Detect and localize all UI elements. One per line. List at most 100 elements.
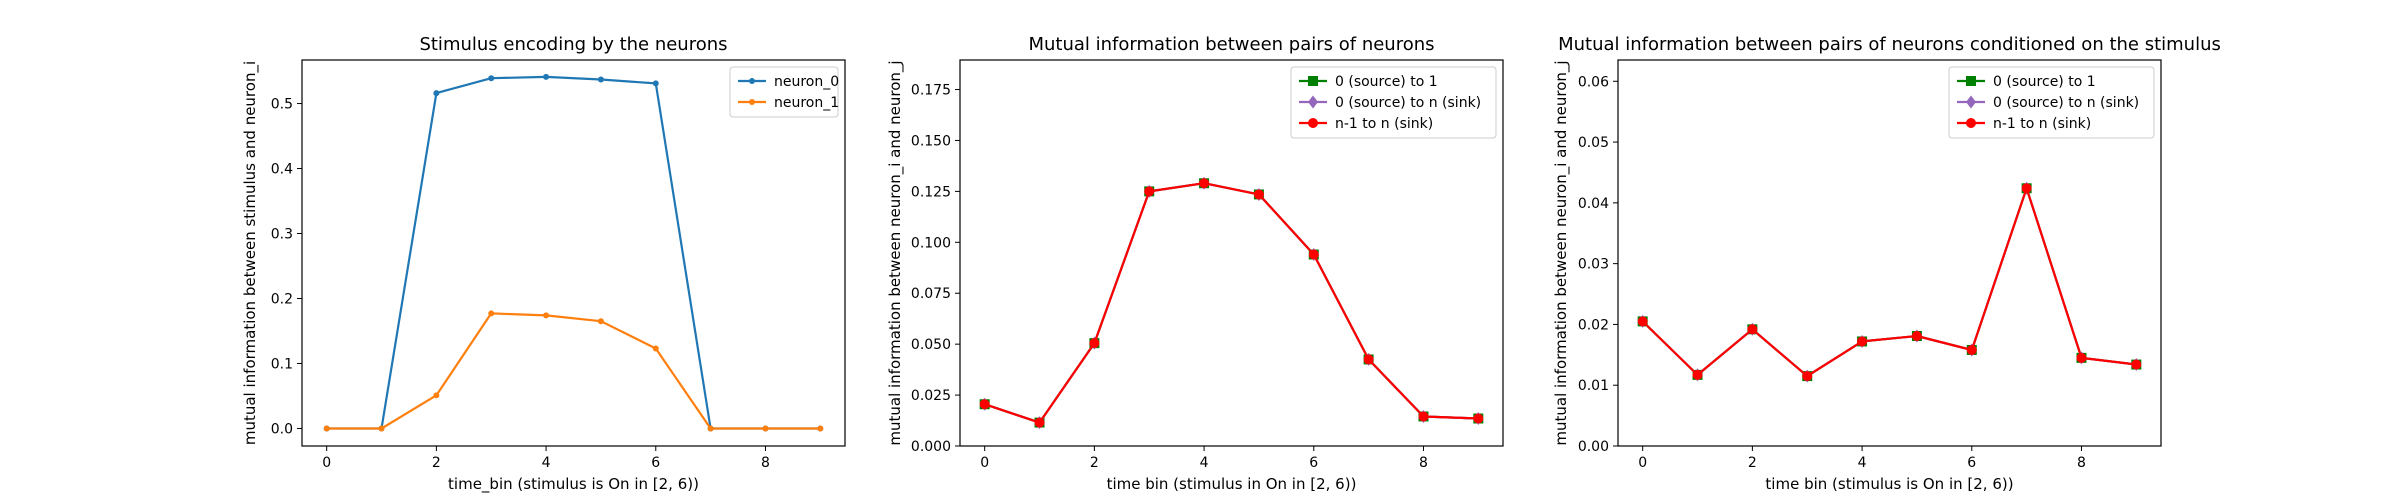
chart-panel-3: Mutual information between pairs of neur… — [1552, 34, 2221, 493]
series-line — [1641, 187, 2137, 378]
data-point — [323, 425, 330, 432]
legend-label: 0 (source) to n (sink) — [1993, 95, 2139, 111]
series-line — [326, 312, 821, 430]
x-axis-label: time bin (stimulus is On in [2, 6)) — [1765, 475, 2013, 493]
legend-marker — [1308, 76, 1318, 86]
x-tick-label: 0 — [1638, 455, 1647, 471]
chart-panel-2: Mutual information between pairs of neur… — [886, 34, 1504, 493]
legend-label: neuron_0 — [774, 74, 839, 90]
legend-label: 0 (source) to 1 — [1335, 74, 1438, 90]
x-tick-label: 4 — [1858, 455, 1867, 471]
x-axis-label: time_bin (stimulus is On in [2, 6)) — [448, 475, 699, 494]
series-line — [984, 182, 1479, 424]
legend-label: 0 (source) to 1 — [1993, 74, 2096, 90]
data-point — [1637, 316, 1648, 327]
data-point — [543, 73, 550, 80]
x-tick-label: 4 — [1200, 455, 1209, 471]
legend: neuron_0 neuron_1 — [729, 66, 839, 118]
series-markers — [979, 176, 1484, 430]
data-point — [597, 76, 604, 83]
data-point — [707, 425, 714, 432]
data-point — [1199, 178, 1210, 189]
data-point — [652, 345, 659, 352]
x-tick-label: 2 — [1748, 455, 1757, 471]
legend-label: 0 (source) to n (sink) — [1335, 95, 1481, 111]
axes-frame — [1617, 59, 2162, 447]
data-point — [1089, 338, 1100, 349]
series-markers — [1637, 183, 2142, 382]
series-line — [1641, 187, 2137, 378]
y-tick-label: 0.150 — [911, 133, 951, 149]
x-tick-label: 6 — [1967, 455, 1976, 471]
y-tick-label: 0.00 — [1578, 439, 1609, 455]
data-point — [433, 392, 440, 399]
legend-marker — [1966, 76, 1976, 86]
chart-panel-1: Stimulus encoding by the neurons 0 2 4 6 8 0.0… — [241, 34, 846, 494]
y-axis-label: mutual information between neuron_i and … — [1552, 60, 1571, 445]
data-point — [543, 312, 550, 319]
y-tick-label: 0.000 — [911, 439, 951, 455]
chart-title: Mutual information between pairs of neur… — [1558, 34, 2221, 55]
plot-area — [323, 73, 824, 432]
y-tick-label: 0.075 — [911, 286, 951, 302]
legend: 0 (source) to 1 0 (source) to n (sink) n-1… — [1290, 66, 1497, 139]
y-tick-label: 0.125 — [911, 184, 951, 200]
series-markers — [979, 178, 1484, 428]
data-point — [1802, 371, 1813, 382]
data-point — [1692, 369, 1703, 380]
chart-title: Stimulus encoding by the neurons — [419, 34, 727, 55]
data-point — [2021, 183, 2032, 194]
legend-marker — [1308, 118, 1318, 128]
series-markers — [1637, 181, 2142, 383]
x-axis-label: time bin (stimulus in On in [2, 6)) — [1107, 475, 1357, 493]
y-tick-label: 0.01 — [1578, 378, 1609, 394]
data-point — [488, 310, 495, 317]
y-tick-label: 0.03 — [1578, 257, 1609, 273]
legend-label: neuron_1 — [774, 95, 839, 111]
data-point — [1363, 354, 1374, 365]
data-point — [1253, 189, 1264, 200]
legend-label: n-1 to n (sink) — [1993, 116, 2091, 132]
x-tick-label: 8 — [1419, 455, 1428, 471]
legend-frame — [729, 66, 839, 118]
legend-marker — [1966, 118, 1976, 128]
series-line — [1641, 187, 2137, 378]
legend-frame — [1948, 66, 2155, 139]
legend-marker — [749, 99, 755, 105]
data-point — [597, 318, 604, 325]
legend-marker — [1966, 95, 1976, 109]
y-tick-label: 0.3 — [271, 227, 293, 243]
axes-frame — [301, 59, 846, 447]
plot-area — [979, 176, 1484, 430]
y-axis-label: mutual information between neuron_i and … — [886, 60, 905, 445]
series-markers — [323, 73, 824, 432]
y-tick-label: 0.04 — [1578, 196, 1609, 212]
x-tick-label: 2 — [432, 455, 441, 471]
data-point — [2076, 352, 2087, 363]
data-point — [1911, 330, 1922, 341]
legend: 0 (source) to 1 0 (source) to n (sink) n-1… — [1948, 66, 2155, 139]
data-point — [1857, 336, 1868, 347]
data-point — [1747, 324, 1758, 335]
data-point — [817, 425, 824, 432]
chart-title: Mutual information between pairs of neur… — [1028, 34, 1434, 55]
y-tick-label: 0.4 — [271, 162, 293, 178]
x-tick-label: 8 — [2077, 455, 2086, 471]
data-point — [1034, 417, 1045, 428]
data-point — [1966, 344, 1977, 355]
x-tick-label: 6 — [1309, 455, 1318, 471]
legend-marker — [749, 78, 755, 84]
y-tick-label: 0.025 — [911, 388, 951, 404]
data-point — [762, 425, 769, 432]
y-tick-label: 0.050 — [911, 337, 951, 353]
x-tick-label: 6 — [651, 455, 660, 471]
y-axis-label: mutual information between stimulus and … — [241, 61, 260, 445]
data-point — [1418, 411, 1429, 422]
data-point — [979, 399, 990, 410]
data-point — [652, 80, 659, 87]
y-tick-label: 0.2 — [271, 291, 293, 307]
x-tick-label: 0 — [322, 455, 331, 471]
data-point — [1308, 249, 1319, 260]
x-tick-label: 8 — [761, 455, 770, 471]
